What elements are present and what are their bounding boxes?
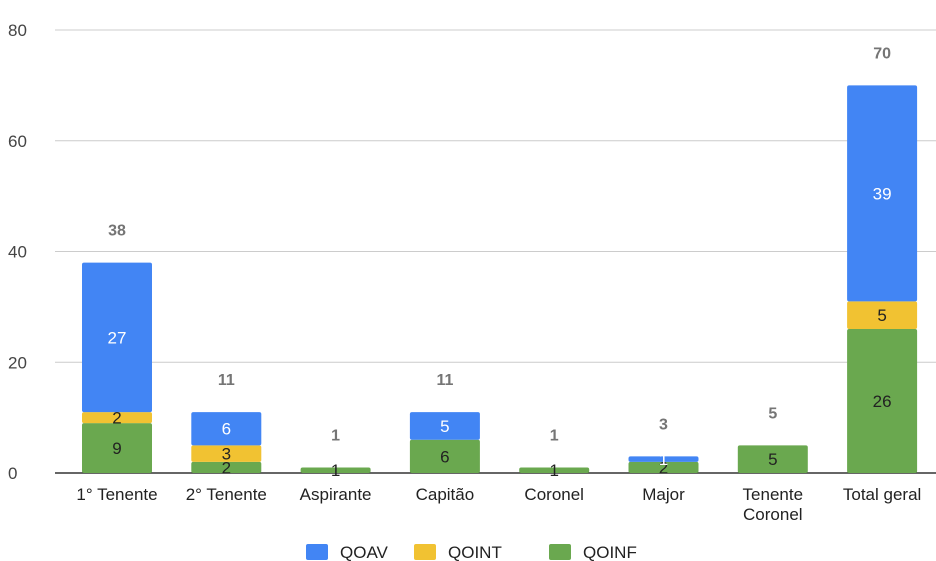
data-label-qoinf: 2 bbox=[222, 458, 231, 477]
total-label: 5 bbox=[768, 405, 777, 422]
data-label-qoav: 1 bbox=[659, 450, 668, 469]
data-label-qoint: 2 bbox=[112, 409, 121, 428]
data-label-qoint: 5 bbox=[877, 306, 886, 325]
bar-segment-qoav bbox=[847, 85, 918, 302]
legend-label: QOAV bbox=[340, 543, 389, 561]
legend: QOAV QOINT QOINF bbox=[306, 543, 637, 561]
x-tick-label: Major bbox=[642, 485, 685, 504]
bar-segment-qoinf bbox=[519, 467, 590, 473]
x-axis: 1° Tenente 2° Tenente Aspirante Capitão Coro… bbox=[76, 485, 921, 524]
bar-segment-qoinf bbox=[191, 461, 262, 473]
total-label: 1 bbox=[331, 427, 340, 444]
data-label-qoinf: 26 bbox=[873, 392, 892, 411]
bar-segment-qoinf bbox=[409, 439, 480, 473]
data-label-qoav: 6 bbox=[222, 420, 231, 439]
y-tick-label: 40 bbox=[8, 243, 27, 262]
data-label-qoinf: 5 bbox=[768, 450, 777, 469]
total-label: 38 bbox=[108, 223, 126, 240]
legend-label: QOINT bbox=[448, 543, 502, 561]
y-tick-label: 0 bbox=[8, 464, 17, 483]
y-axis: 0 20 40 60 80 bbox=[8, 21, 27, 483]
x-tick-label: Tenente Coronel bbox=[743, 485, 804, 524]
total-label: 11 bbox=[436, 372, 453, 389]
x-tick-label: Capitão bbox=[416, 485, 475, 504]
legend-label: QOINF bbox=[583, 543, 637, 561]
x-tick-label: Total geral bbox=[843, 485, 921, 504]
y-tick-label: 60 bbox=[8, 132, 27, 151]
total-label: 70 bbox=[873, 45, 891, 62]
x-tick-label: 1° Tenente bbox=[76, 485, 157, 504]
bar-segment-qoinf bbox=[628, 461, 699, 473]
bar-segment-qoav bbox=[191, 412, 262, 446]
bar-segment-qoinf bbox=[82, 423, 152, 473]
x-tick-label: Coronel bbox=[524, 485, 584, 504]
x-tick-label: 2° Tenente bbox=[186, 485, 267, 504]
bar-segment-qoint bbox=[82, 412, 152, 424]
data-label-qoinf: 1 bbox=[331, 461, 340, 480]
legend-swatch-qoinf bbox=[549, 544, 571, 560]
bar-segment-qoav bbox=[409, 412, 480, 440]
data-label-qoinf: 9 bbox=[112, 439, 121, 458]
y-tick-label: 80 bbox=[8, 21, 27, 40]
data-label-qoinf: 6 bbox=[440, 447, 449, 466]
data-label-qoinf: 2 bbox=[659, 458, 668, 477]
legend-swatch-qoint bbox=[414, 544, 436, 560]
bar-segment-qoint bbox=[191, 445, 262, 462]
total-label: 1 bbox=[550, 427, 559, 444]
bars bbox=[82, 85, 918, 473]
data-label-qoint: 3 bbox=[222, 445, 231, 464]
bar-segment-qoav bbox=[82, 262, 152, 413]
data-label-qoav: 27 bbox=[108, 328, 127, 347]
data-label-qoinf: 1 bbox=[549, 461, 558, 480]
bar-segment-qoinf bbox=[737, 445, 808, 473]
bar-segment-qoinf bbox=[847, 329, 918, 473]
x-tick-label: Aspirante bbox=[300, 485, 372, 504]
legend-swatch-qoav bbox=[306, 544, 328, 560]
bar-segment-qoinf bbox=[300, 467, 371, 473]
y-tick-label: 20 bbox=[8, 353, 27, 372]
bar-segment-qoav bbox=[628, 456, 699, 462]
total-label: 3 bbox=[659, 416, 668, 433]
bar-segment-qoint bbox=[847, 301, 918, 330]
total-label: 11 bbox=[218, 372, 235, 389]
gridlines bbox=[55, 29, 936, 474]
data-label-qoav: 39 bbox=[873, 184, 892, 203]
data-label-qoav: 5 bbox=[440, 417, 449, 436]
